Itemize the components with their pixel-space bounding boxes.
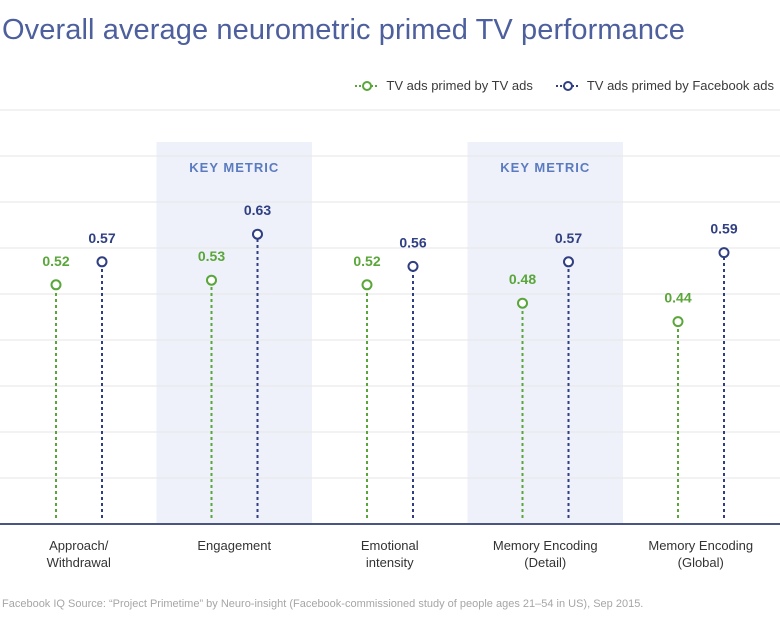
data-point xyxy=(96,256,108,268)
legend-item-facebook: TV ads primed by Facebook ads xyxy=(555,78,774,93)
category-label: Emotional xyxy=(361,538,419,553)
data-point xyxy=(407,260,419,272)
data-point xyxy=(252,228,263,240)
data-label: 0.52 xyxy=(42,253,69,269)
key-metric-band xyxy=(467,142,623,524)
data-point xyxy=(517,297,528,309)
category-label: Withdrawal xyxy=(47,555,111,570)
category-label: (Global) xyxy=(678,555,724,570)
category-label: Approach/ xyxy=(49,538,109,553)
data-label: 0.48 xyxy=(509,271,536,287)
legend-label-facebook: TV ads primed by Facebook ads xyxy=(586,78,774,93)
category-label: Memory Encoding xyxy=(648,538,753,553)
data-point xyxy=(718,247,730,259)
data-label: 0.63 xyxy=(244,202,271,218)
category-label: (Detail) xyxy=(524,555,566,570)
data-label: 0.57 xyxy=(555,230,582,246)
data-label: 0.56 xyxy=(399,234,426,250)
key-metric-band xyxy=(156,142,312,524)
key-metric-label: KEY METRIC xyxy=(189,160,279,175)
legend-label-tv: TV ads primed by TV ads xyxy=(386,78,533,93)
chart-title: Overall average neurometric primed TV pe… xyxy=(2,14,685,46)
data-point xyxy=(672,316,684,328)
data-label: 0.59 xyxy=(710,221,737,237)
category-label: Memory Encoding xyxy=(493,538,598,553)
data-point xyxy=(361,279,373,291)
source-note: Facebook IQ Source: “Project Primetime” … xyxy=(2,598,644,610)
data-label: 0.53 xyxy=(198,248,225,264)
legend: TV ads primed by TV ads TV ads primed by… xyxy=(332,78,774,93)
data-point xyxy=(563,256,574,268)
category-label: intensity xyxy=(366,555,414,570)
legend-marker-tv xyxy=(355,80,380,91)
key-metric-label: KEY METRIC xyxy=(500,160,590,175)
data-point xyxy=(206,274,217,286)
category-label: Engagement xyxy=(197,538,271,553)
data-label: 0.44 xyxy=(664,290,691,306)
legend-item-tv: TV ads primed by TV ads xyxy=(354,78,533,93)
legend-marker-facebook xyxy=(555,80,580,91)
data-point xyxy=(50,279,62,291)
data-label: 0.52 xyxy=(353,253,380,269)
data-label: 0.57 xyxy=(88,230,115,246)
